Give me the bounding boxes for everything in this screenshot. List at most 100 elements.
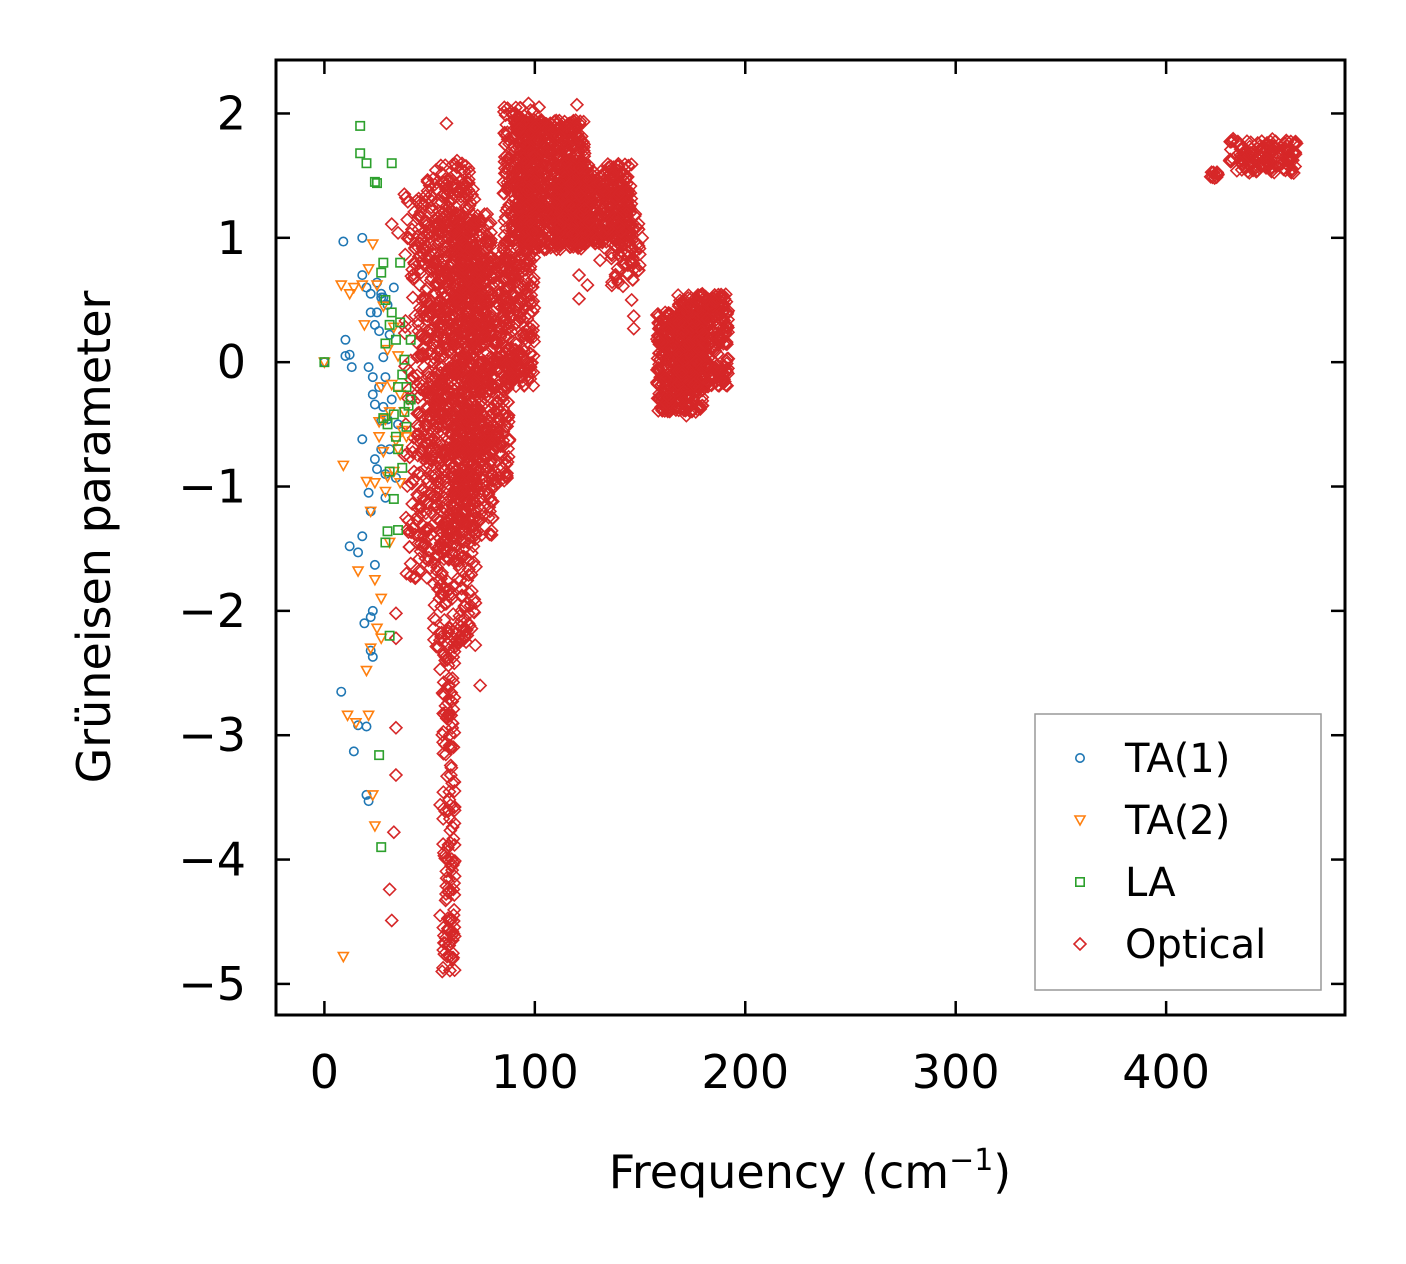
optical-point xyxy=(496,424,511,439)
optical-point xyxy=(444,760,459,775)
optical-point xyxy=(1267,139,1282,154)
optical-point xyxy=(689,354,704,369)
optical-point xyxy=(695,371,711,386)
ta-1--point xyxy=(344,541,355,552)
optical-point xyxy=(676,317,691,332)
optical-point xyxy=(414,347,429,362)
ta-1--point xyxy=(336,686,347,697)
optical-point xyxy=(476,292,491,308)
optical-point xyxy=(415,539,430,555)
optical-point xyxy=(604,274,620,290)
optical-point xyxy=(505,309,520,325)
ta-1--point xyxy=(365,307,376,318)
optical-point xyxy=(450,636,465,652)
optical-point xyxy=(517,234,532,250)
la-point xyxy=(397,369,408,380)
ta-1--point xyxy=(353,547,364,558)
ta-2--point xyxy=(355,280,369,292)
optical-point xyxy=(589,231,604,246)
optical-point xyxy=(474,336,489,351)
optical-point xyxy=(523,235,538,250)
optical-point xyxy=(414,408,429,423)
la-point xyxy=(355,120,366,131)
optical-point xyxy=(422,178,437,193)
la-point xyxy=(372,178,383,189)
optical-point xyxy=(418,380,433,395)
optical-point xyxy=(412,419,427,434)
optical-point xyxy=(449,153,465,168)
optical-point xyxy=(444,326,459,341)
optical-point xyxy=(676,353,692,368)
optical-point xyxy=(509,351,524,367)
optical-point xyxy=(525,318,541,333)
optical-point xyxy=(447,387,462,402)
optical-point xyxy=(515,168,530,184)
optical-point xyxy=(552,158,567,174)
optical-point xyxy=(1259,155,1275,170)
optical-point xyxy=(527,174,542,189)
optical-point xyxy=(421,296,436,311)
optical-point xyxy=(618,162,633,177)
optical-point xyxy=(467,424,482,439)
optical-point xyxy=(386,825,401,840)
optical-point xyxy=(476,329,491,344)
optical-point xyxy=(418,484,434,499)
optical-point xyxy=(412,301,428,316)
optical-point xyxy=(508,290,523,305)
optical-point xyxy=(428,286,443,301)
ta-1--point xyxy=(357,531,368,542)
ta-1--point xyxy=(357,270,368,281)
optical-point xyxy=(688,300,704,315)
optical-point xyxy=(526,271,541,286)
optical-point xyxy=(429,639,444,654)
la-point xyxy=(319,357,330,368)
optical-point xyxy=(675,326,690,342)
optical-point xyxy=(693,370,708,385)
optical-point xyxy=(420,323,435,339)
optical-point xyxy=(575,141,590,156)
ta-2--point xyxy=(360,665,373,678)
optical-point xyxy=(592,253,608,268)
optical-point xyxy=(444,433,459,448)
optical-point xyxy=(457,163,472,179)
la-point xyxy=(386,307,397,318)
ta-2--point xyxy=(360,476,373,489)
optical-point xyxy=(470,407,485,423)
optical-point xyxy=(563,157,578,173)
optical-point xyxy=(424,200,439,215)
optical-point xyxy=(694,398,710,413)
la-point xyxy=(380,537,391,548)
optical-point xyxy=(435,960,451,975)
optical-point xyxy=(442,440,457,456)
optical-point xyxy=(561,211,576,227)
optical-point xyxy=(523,364,538,380)
optical-point xyxy=(434,188,449,204)
optical-point xyxy=(496,315,511,330)
optical-point xyxy=(670,377,686,392)
optical-point xyxy=(467,215,482,230)
optical-point xyxy=(464,327,480,342)
ta-2--point xyxy=(370,280,384,292)
optical-point xyxy=(615,279,631,294)
la-point xyxy=(405,394,416,405)
optical-point xyxy=(527,118,543,134)
optical-point xyxy=(481,510,496,525)
optical-point xyxy=(413,265,428,281)
optical-point xyxy=(1249,149,1264,165)
optical-point xyxy=(681,338,697,353)
la-point xyxy=(388,493,399,504)
optical-point xyxy=(439,550,454,565)
optical-point xyxy=(697,327,712,343)
optical-point xyxy=(437,946,452,962)
optical-point xyxy=(674,364,690,380)
ta-1--point xyxy=(369,454,380,465)
optical-point xyxy=(498,419,513,434)
optical-point xyxy=(470,291,485,306)
optical-point xyxy=(686,377,702,392)
optical-point xyxy=(566,159,581,174)
optical-point xyxy=(436,942,451,958)
optical-point xyxy=(464,187,480,203)
optical-point xyxy=(436,785,451,800)
optical-point xyxy=(611,219,627,235)
optical-point xyxy=(437,587,452,603)
